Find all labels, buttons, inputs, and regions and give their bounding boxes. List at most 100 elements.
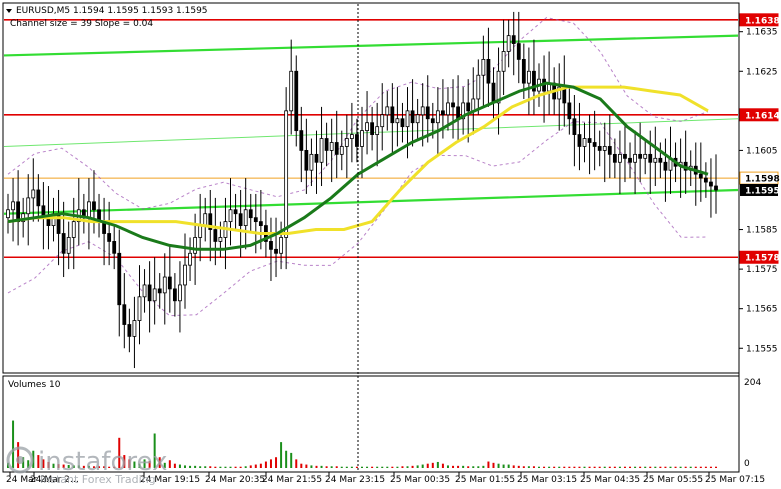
- logo-dot-icon: [16, 456, 24, 464]
- candle-body: [441, 110, 445, 116]
- price-tag-box: [739, 108, 779, 122]
- candle-body: [233, 209, 238, 215]
- price-tag-box: [739, 250, 779, 264]
- symbol-info: EURUSD,M5 1.1594 1.1595 1.1593 1.1595: [16, 6, 208, 16]
- x-tick-label: 24 Mar 19:15: [140, 475, 200, 485]
- candle-body: [521, 58, 526, 84]
- candle-body: [142, 284, 147, 298]
- candle-body: [567, 102, 572, 120]
- candle-body: [481, 58, 486, 76]
- candle-body: [172, 288, 177, 302]
- current-price-label: 1.1595: [745, 186, 780, 196]
- candle-body: [410, 110, 415, 124]
- candle-body: [203, 213, 208, 226]
- candle-body: [289, 70, 294, 112]
- candle-body: [198, 225, 203, 238]
- y-tick-label: 1.1585: [746, 226, 778, 236]
- candle-body: [344, 138, 349, 147]
- candle-body: [92, 201, 96, 211]
- candle-body: [425, 106, 430, 120]
- candle-body: [193, 237, 198, 254]
- candle-body: [623, 153, 627, 159]
- candle-body: [188, 252, 192, 266]
- price-tag-label: 1.1598: [745, 175, 780, 185]
- candle-body: [152, 288, 157, 302]
- candle-body: [582, 138, 587, 147]
- candle-body: [395, 118, 400, 124]
- volume-panel[interactable]: [2, 375, 740, 473]
- candle-body: [385, 106, 390, 116]
- candle-body: [663, 161, 668, 171]
- candle-body: [279, 237, 283, 254]
- volume-scale-bottom: 0: [744, 459, 750, 469]
- price-levels: [4, 19, 738, 259]
- y-tick-label: 1.1605: [746, 146, 778, 156]
- instaforex-logo: instaforex Instant Forex Trading: [6, 446, 167, 486]
- candle-body: [11, 201, 15, 211]
- time-axis: 24 Mar 2…24 Mar 2… 24 Mar 19:15 24 Mar 20:…: [6, 472, 765, 485]
- price-panel[interactable]: [2, 2, 740, 374]
- candle-body: [597, 146, 602, 151]
- candle-body: [238, 213, 243, 226]
- x-tick-label: 24 Mar 23:15: [325, 475, 385, 485]
- candle-body: [526, 70, 531, 84]
- candle-body: [132, 320, 137, 337]
- volumes-label: Volumes 10: [8, 380, 61, 390]
- x-tick-label: 24 Mar 21:55: [262, 475, 322, 485]
- candle-body: [557, 86, 562, 100]
- x-tick-label: 24 Mar 20:35: [205, 475, 265, 485]
- candle-body: [147, 284, 152, 302]
- candle-body: [400, 118, 405, 128]
- candle-body: [653, 157, 658, 163]
- candle-body: [87, 201, 91, 219]
- candle-body: [213, 229, 218, 242]
- candle-body: [607, 146, 612, 155]
- candle-body: [117, 252, 122, 306]
- candle-body: [71, 221, 76, 238]
- candle-body: [572, 118, 577, 135]
- y-tick-label: 1.1565: [746, 305, 778, 315]
- candle-body: [269, 241, 273, 250]
- candle-body: [127, 324, 132, 337]
- candle-body: [612, 153, 617, 163]
- candle-body: [506, 35, 511, 52]
- x-tick-label: 25 Mar 00:35: [390, 475, 450, 485]
- candle-body: [26, 197, 31, 215]
- lower-band-line: [7, 121, 709, 317]
- candle-body: [6, 209, 10, 219]
- candle-body: [248, 209, 253, 219]
- candle-body: [435, 110, 440, 124]
- candle-body: [476, 74, 481, 100]
- candle-body: [714, 185, 718, 191]
- y-tick-label: 1.1635: [746, 28, 778, 38]
- upper-band-line: [7, 17, 709, 210]
- candle-body: [339, 146, 344, 155]
- candle-body: [633, 153, 637, 163]
- price-tag-label: 1.1614: [745, 111, 780, 121]
- candle-body: [274, 248, 278, 254]
- x-tick-label: 25 Mar 05:55: [643, 475, 703, 485]
- candle-body: [516, 43, 521, 60]
- logo-ring-icon: [6, 446, 34, 474]
- candle-body: [349, 134, 354, 139]
- candle-body: [360, 130, 364, 147]
- candle-body: [405, 110, 410, 128]
- x-tick-label: 25 Mar 03:15: [517, 475, 577, 485]
- candle-body: [334, 142, 339, 155]
- candle-body: [461, 102, 466, 120]
- candle-body: [466, 102, 471, 112]
- candle-body: [577, 134, 582, 147]
- candle-body: [628, 157, 632, 163]
- candle-body: [415, 114, 420, 124]
- price-axis: 1.1635 1.1625 1.1605 1.1585 1.1575 1.1565 1.15…: [739, 28, 778, 354]
- candle-body: [430, 118, 435, 124]
- candle-body: [107, 233, 112, 242]
- candle-body: [253, 217, 258, 223]
- candle-body: [501, 51, 506, 72]
- collapse-arrow-icon[interactable]: [6, 9, 12, 13]
- candle-body: [451, 102, 455, 108]
- candle-body: [61, 233, 66, 254]
- channel-line: [3, 188, 739, 215]
- candle-body: [112, 241, 117, 254]
